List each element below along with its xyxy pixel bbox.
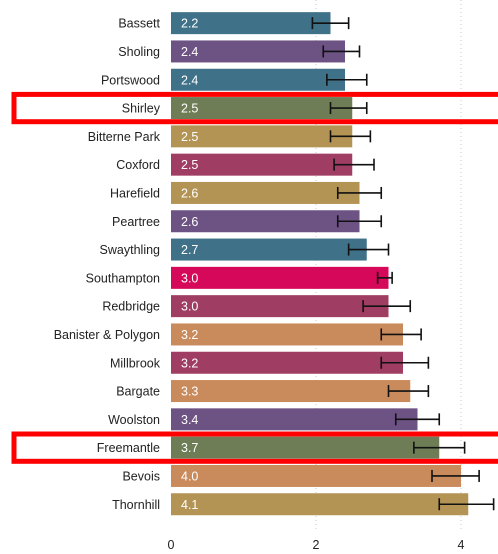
- category-label: Woolston: [108, 413, 160, 427]
- bar: [171, 464, 461, 487]
- bar-value-label: 3.7: [181, 441, 198, 455]
- bar-value-label: 3.0: [181, 271, 198, 285]
- bar-value-label: 4.1: [181, 498, 198, 512]
- category-label: Shirley: [122, 102, 161, 116]
- bar-value-label: 2.5: [181, 102, 198, 116]
- category-label: Sholing: [118, 45, 160, 59]
- category-label: Banister & Polygon: [54, 328, 160, 342]
- bar-value-label: 2.7: [181, 243, 198, 257]
- bar-value-label: 2.6: [181, 186, 198, 200]
- bar: [171, 295, 389, 318]
- highlight-box: [11, 431, 498, 464]
- bar: [171, 210, 360, 233]
- bar: [171, 493, 469, 516]
- bar: [171, 351, 403, 374]
- x-tick-label: 2: [313, 538, 320, 552]
- bar-value-label: 2.5: [181, 158, 198, 172]
- bar: [171, 68, 345, 91]
- highlight-box: [11, 91, 498, 125]
- bar: [171, 408, 418, 431]
- bar-value-label: 3.4: [181, 413, 198, 427]
- bar: [171, 266, 389, 289]
- bar: [171, 153, 353, 176]
- bar-value-label: 2.2: [181, 17, 198, 31]
- bar-value-label: 3.3: [181, 385, 198, 399]
- bar: [171, 97, 353, 120]
- category-label: Swaythling: [100, 243, 160, 257]
- category-label: Millbrook: [110, 356, 161, 370]
- bar-value-label: 3.2: [181, 356, 198, 370]
- bar-value-label: 2.5: [181, 130, 198, 144]
- x-tick-label: 4: [458, 538, 465, 552]
- category-label: Peartree: [112, 215, 160, 229]
- bar-value-label: 2.4: [181, 45, 198, 59]
- bar: [171, 40, 345, 63]
- category-label: Bassett: [118, 17, 160, 31]
- bar-value-label: 2.6: [181, 215, 198, 229]
- bar: [171, 323, 403, 346]
- category-label: Bargate: [116, 385, 160, 399]
- category-label: Bevois: [122, 469, 160, 483]
- bar: [171, 181, 360, 204]
- category-label: Harefield: [110, 186, 160, 200]
- category-label: Freemantle: [97, 441, 160, 455]
- bar: [171, 238, 367, 261]
- x-tick-label: 0: [168, 538, 175, 552]
- bar-value-label: 2.4: [181, 73, 198, 87]
- category-label: Southampton: [86, 271, 160, 285]
- bar-value-label: 3.2: [181, 328, 198, 342]
- category-label: Portswood: [101, 73, 160, 87]
- bar-value-label: 3.0: [181, 300, 198, 314]
- bar: [171, 125, 353, 148]
- bar: [171, 380, 411, 403]
- category-label: Coxford: [116, 158, 160, 172]
- bar-value-label: 4.0: [181, 469, 198, 483]
- category-label: Redbridge: [102, 300, 160, 314]
- bar: [171, 12, 331, 35]
- bar: [171, 436, 440, 459]
- category-label: Thornhill: [112, 498, 160, 512]
- category-label: Bitterne Park: [88, 130, 161, 144]
